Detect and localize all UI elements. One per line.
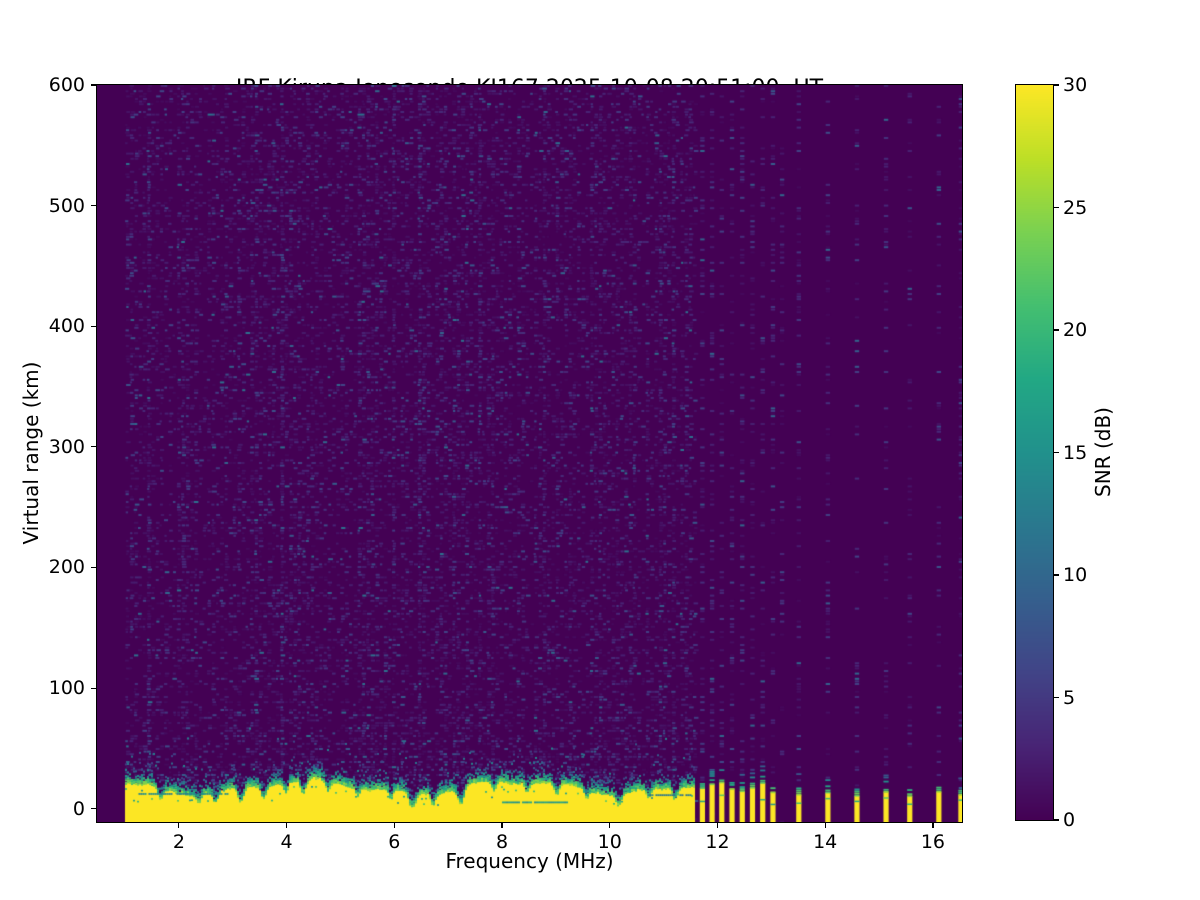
y-tick-label: 100 [48,677,85,700]
y-tick-mark [91,566,96,569]
colorbar-tick-label: 20 [1063,319,1088,341]
y-tick-label: 300 [48,435,85,458]
x-tick-label: 8 [495,831,509,853]
colorbar [1015,84,1054,821]
colorbar-tick-mark [1054,451,1059,454]
colorbar-tick-mark [1054,329,1059,331]
colorbar-label: SNR (dB) [1091,407,1115,497]
colorbar-canvas [1016,85,1053,820]
x-tick-label: 10 [597,831,622,853]
y-tick-mark [91,808,96,810]
colorbar-tick-mark [1054,574,1059,576]
y-tick-mark [91,325,96,327]
y-tick-label: 400 [48,315,85,338]
y-tick-mark [91,205,96,207]
y-axis-label: Virtual range (km) [19,361,43,545]
ionogram-heatmap-canvas [97,85,962,822]
plot-area [96,84,963,823]
colorbar-tick-mark [1054,206,1059,209]
colorbar-tick-label: 0 [1063,809,1076,831]
x-tick-mark [932,823,934,828]
x-tick-mark [285,823,288,828]
x-tick-mark [178,823,180,828]
y-tick-mark [91,687,96,689]
colorbar-tick-label: 30 [1063,74,1088,96]
colorbar-tick-label: 15 [1063,441,1088,464]
x-tick-label: 6 [388,831,401,853]
y-tick-mark [91,84,96,86]
x-tick-label: 16 [920,831,945,853]
x-tick-mark [716,823,719,828]
colorbar-tick-mark [1054,696,1059,699]
x-tick-label: 12 [705,831,730,853]
x-tick-mark [501,823,503,828]
y-tick-label: 0 [72,797,85,820]
y-tick-label: 500 [48,194,85,217]
colorbar-tick-mark [1054,84,1059,86]
x-tick-label: 14 [813,831,838,853]
colorbar-tick-label: 5 [1063,686,1076,709]
x-tick-label: 2 [172,831,185,853]
y-tick-label: 200 [48,556,85,579]
x-tick-label: 4 [280,831,293,853]
y-tick-label: 600 [48,74,85,96]
x-tick-mark [824,823,826,828]
colorbar-tick-mark [1054,819,1059,821]
x-axis-label: Frequency (MHz) [445,849,614,873]
colorbar-tick-label: 10 [1063,564,1088,586]
y-tick-mark [91,446,96,448]
x-tick-mark [609,823,611,828]
colorbar-tick-label: 25 [1063,196,1088,219]
x-tick-mark [393,823,395,828]
